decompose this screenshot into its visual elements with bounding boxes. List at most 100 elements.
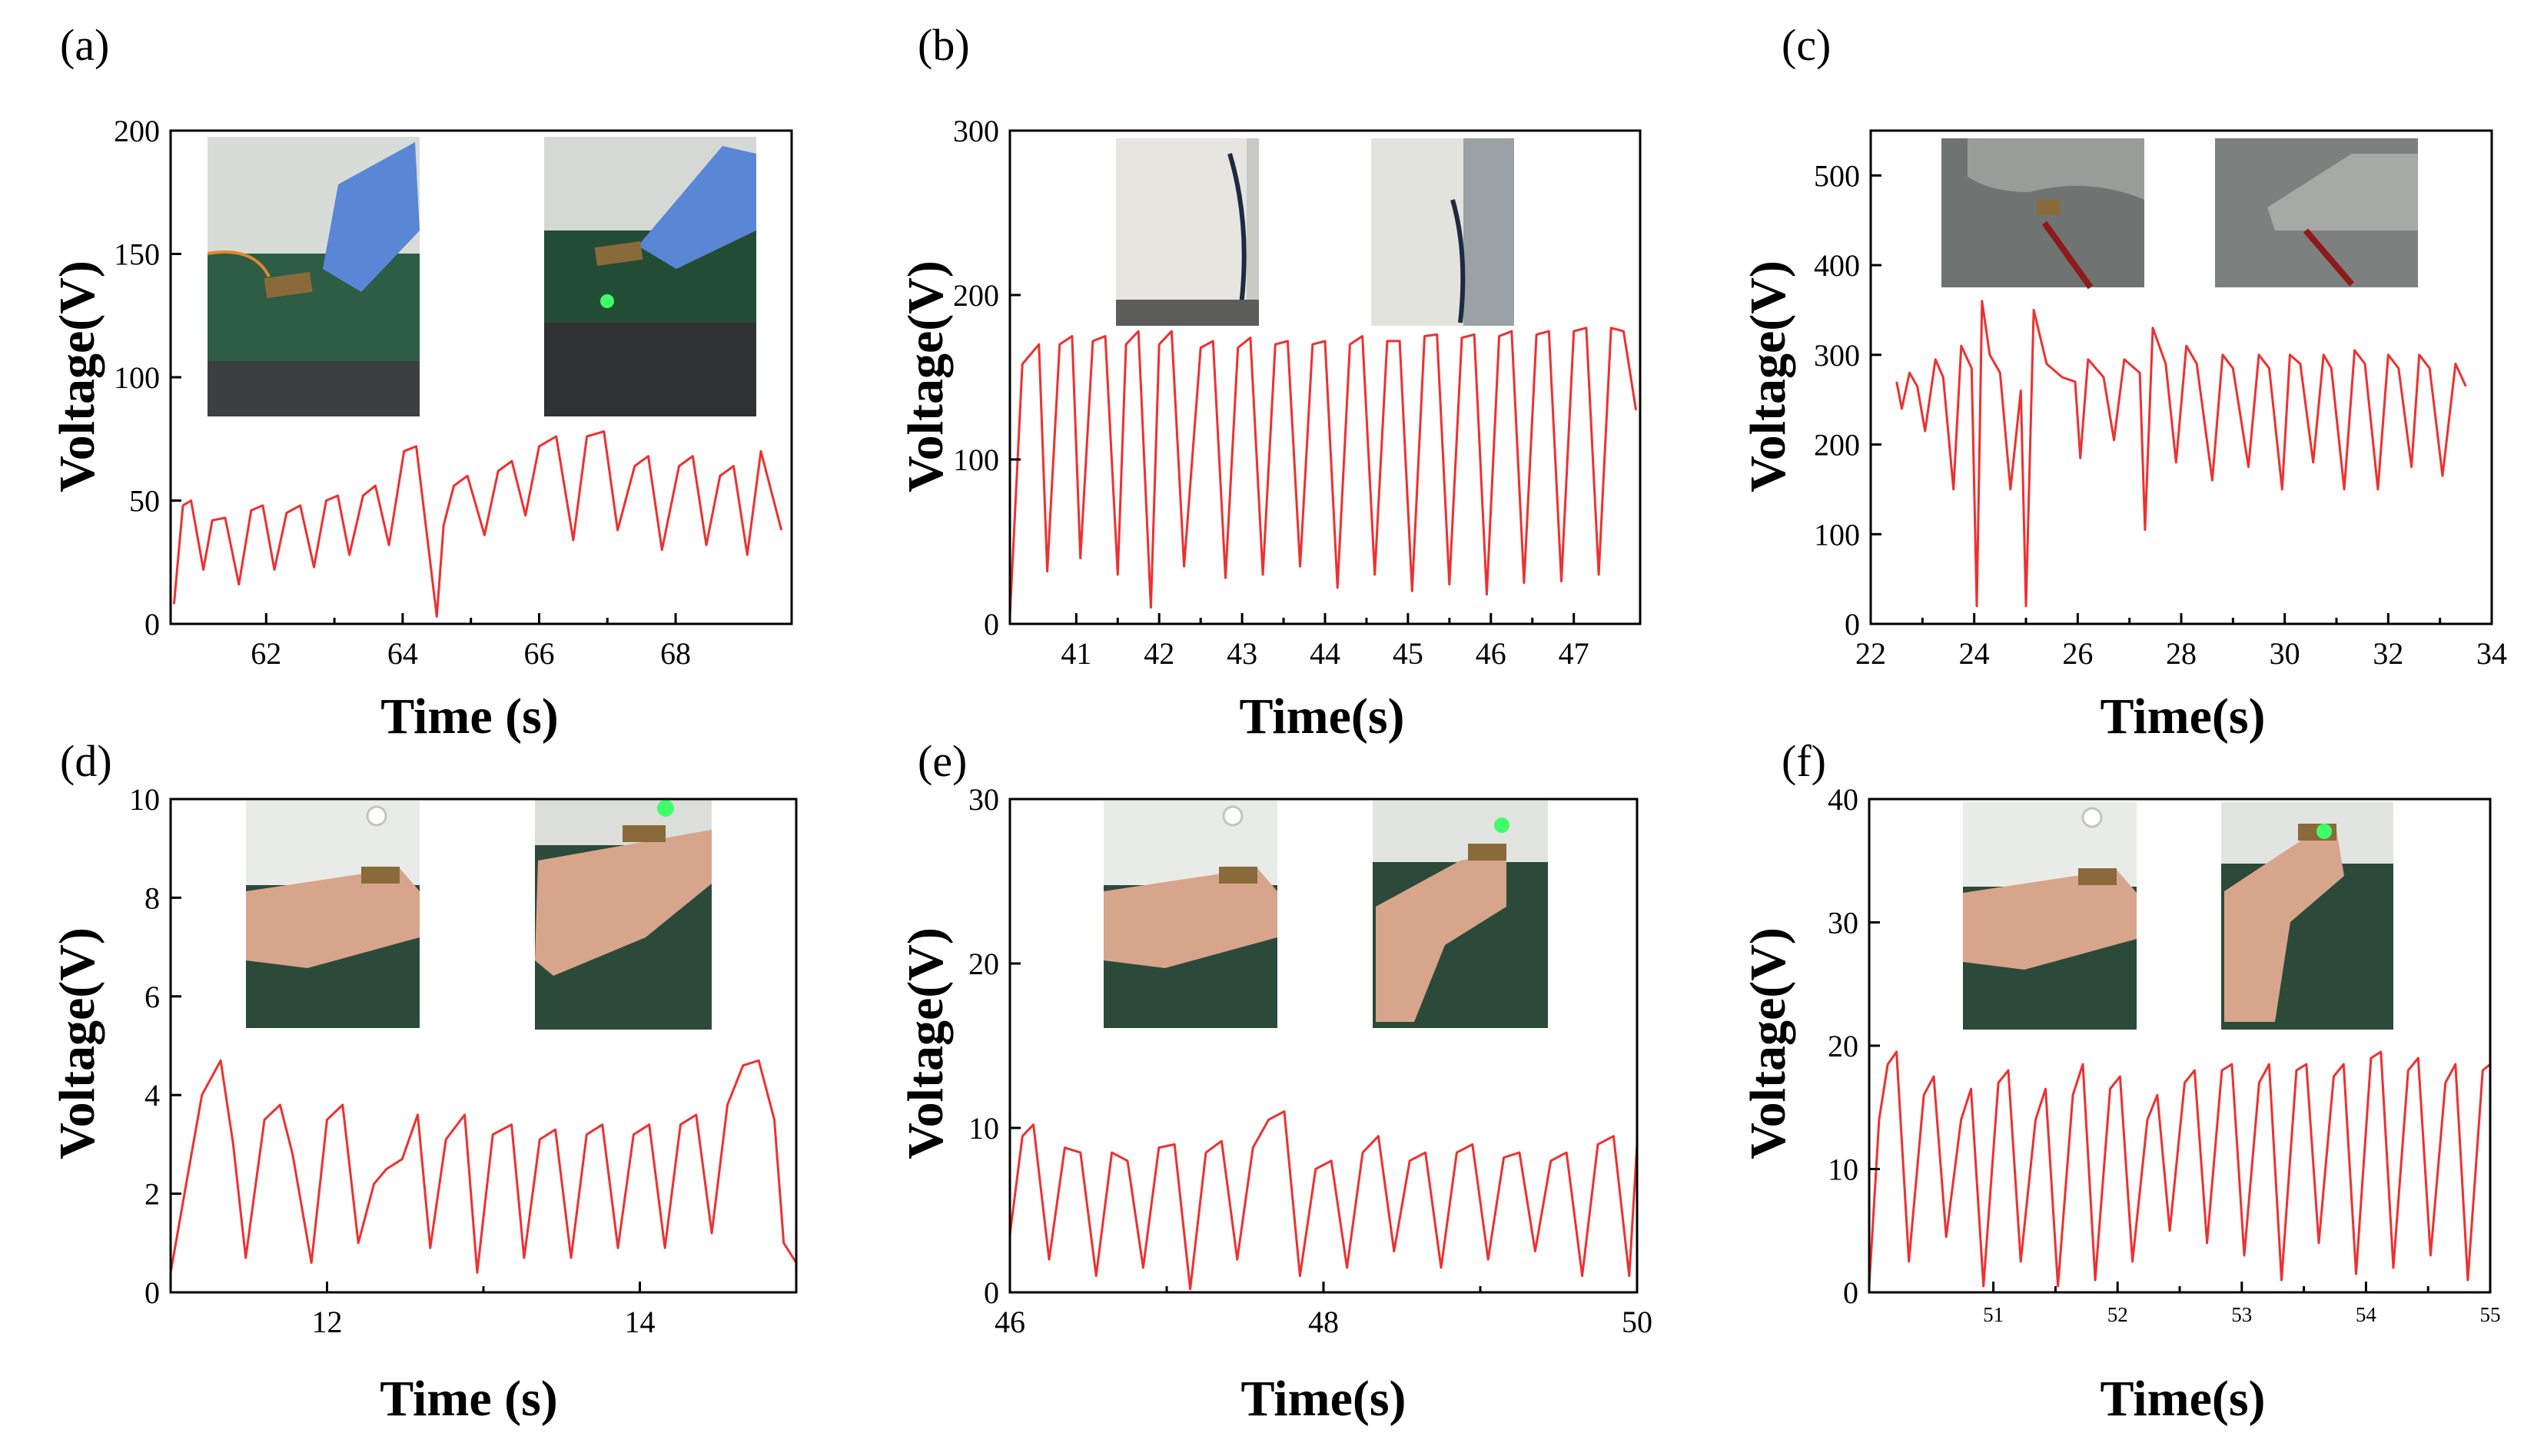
- y-tick-label: 0: [984, 607, 999, 642]
- y-tick-label: 50: [129, 484, 160, 519]
- voltage-trace-a: [172, 430, 783, 618]
- voltage-trace-d: [171, 1059, 796, 1274]
- x-tick-label: 42: [1144, 636, 1174, 671]
- inset-photo-shoe-stepping: [2215, 138, 2418, 287]
- x-tick-label: 46: [1476, 636, 1506, 671]
- y-axis-title-b: Voltage(V): [898, 260, 954, 493]
- y-tick-label: 100: [1814, 517, 1860, 552]
- x-tick-label: 43: [1227, 636, 1257, 671]
- y-tick-label: 4: [144, 1078, 160, 1113]
- y-tick-label: 2: [144, 1177, 160, 1212]
- x-tick-label: 22: [1855, 636, 1886, 671]
- x-axis-title-b: Time(s): [1239, 688, 1404, 745]
- y-tick-label: 10: [968, 1111, 999, 1146]
- inset-photo-shoe-lifted: [1941, 138, 2144, 290]
- plot-area-f: [1869, 1050, 2490, 1288]
- panel-label-f: (f): [1782, 736, 1826, 786]
- plot-area-a: [172, 430, 783, 618]
- voltage-trace-e: [1010, 1110, 1637, 1291]
- axes-frame-b: [1008, 129, 1642, 625]
- y-tick-label: 400: [1814, 248, 1860, 283]
- voltage-trace-f: [1869, 1050, 2490, 1288]
- axis-ticks-f: 51 52 53 54 55 0 10 20 30 40: [1828, 782, 2501, 1326]
- y-tick-label: 200: [114, 114, 160, 148]
- panel-a: (a) 62 64 66 68 0 50 100 150 200 Time (s) Voltag…: [49, 20, 793, 745]
- y-tick-label: 10: [129, 782, 160, 817]
- x-tick-label: 45: [1393, 636, 1423, 671]
- y-tick-label: 200: [953, 278, 999, 313]
- plot-area-d: [171, 1059, 796, 1274]
- y-axis-title-e: Voltage(V): [898, 927, 954, 1159]
- x-axis-title-a: Time (s): [380, 688, 559, 745]
- panel-label-e: (e): [918, 736, 967, 786]
- x-axis-title-f: Time(s): [2100, 1371, 2265, 1427]
- panel-e: (e) 46 48 50 0 10 20 30 Time(s) Voltage(V): [898, 736, 1652, 1427]
- panel-label-b: (b): [918, 20, 970, 70]
- plot-c: 22 24 26 28 30 32 34 0 100 200 300 400 500: [1814, 129, 2507, 671]
- y-tick-label: 200: [1814, 428, 1860, 463]
- x-tick-label: 46: [995, 1305, 1025, 1339]
- plot-area-e: [1010, 1110, 1637, 1291]
- x-tick-label: 50: [1622, 1305, 1652, 1339]
- panel-label-c: (c): [1782, 20, 1831, 70]
- x-tick-label: 41: [1061, 636, 1091, 671]
- inset-photo-wrist-curled-led: [1373, 801, 1548, 1028]
- axis-ticks-c: 22 24 26 28 30 32 34 0 100 200 300 400 500: [1814, 158, 2507, 671]
- y-axis-title-d: Voltage(V): [49, 927, 105, 1159]
- x-tick-label: 28: [2166, 636, 2197, 671]
- x-tick-label: 64: [387, 636, 418, 671]
- plot-d: 12 14 0 2 4 6 8 10: [129, 782, 798, 1339]
- inset-photo-wrist-curled-led-2: [2221, 802, 2393, 1030]
- plot-area-b: [1010, 327, 1638, 616]
- x-tick-label: 47: [1559, 636, 1589, 671]
- x-tick-label: 51: [1983, 1303, 2004, 1326]
- inset-photo-wrist-flat: [246, 801, 420, 1028]
- x-tick-label: 24: [1959, 636, 1990, 671]
- y-tick-label: 100: [114, 360, 160, 395]
- plot-a: 62 64 66 68 0 50 100 150 200: [114, 114, 793, 671]
- x-tick-label: 68: [660, 636, 691, 671]
- y-tick-label: 500: [1814, 158, 1860, 193]
- y-tick-label: 8: [144, 881, 160, 915]
- y-tick-label: 0: [1843, 1275, 1858, 1310]
- panel-label-d: (d): [60, 736, 112, 786]
- x-tick-label: 26: [2062, 636, 2093, 671]
- y-tick-label: 300: [953, 114, 999, 148]
- inset-photo-finger-press: [207, 137, 420, 416]
- y-tick-label: 30: [968, 782, 999, 817]
- y-tick-label: 300: [1814, 338, 1860, 373]
- axis-ticks-b: 41 42 43 44 45 46 47 0 100 200 300: [953, 114, 1589, 671]
- y-axis-title-c: Voltage(V): [1740, 260, 1796, 493]
- y-tick-label: 40: [1828, 782, 1858, 817]
- x-tick-label: 12: [312, 1305, 343, 1339]
- x-tick-label: 44: [1310, 636, 1340, 671]
- y-tick-label: 6: [144, 980, 160, 1014]
- axis-ticks-d: 12 14 0 2 4 6 8 10: [129, 782, 656, 1339]
- x-tick-label: 54: [2356, 1303, 2377, 1326]
- y-tick-label: 100: [953, 443, 999, 477]
- y-tick-label: 20: [968, 947, 999, 981]
- y-tick-label: 0: [984, 1275, 999, 1310]
- x-tick-label: 32: [2373, 636, 2403, 671]
- panel-label-a: (a): [60, 20, 109, 70]
- x-axis-title-e: Time(s): [1240, 1371, 1406, 1427]
- y-tick-label: 0: [1845, 607, 1860, 642]
- voltage-trace-c: [1895, 300, 2467, 608]
- y-axis-title-a: Voltage(V): [49, 260, 105, 493]
- x-tick-label: 55: [2480, 1303, 2501, 1326]
- y-tick-label: 0: [144, 1275, 160, 1310]
- x-axis-title-d: Time (s): [380, 1371, 558, 1427]
- x-tick-label: 66: [523, 636, 554, 671]
- plot-e: 46 48 50 0 10 20 30: [968, 782, 1652, 1339]
- x-tick-label: 62: [251, 636, 281, 671]
- voltage-trace-b: [1010, 327, 1638, 616]
- panel-d: (d) 12 14 0 2 4 6 8 10 Time (s) Voltage(V): [49, 736, 798, 1427]
- x-axis-title-c: Time(s): [2100, 688, 2265, 745]
- x-tick-label: 48: [1308, 1305, 1339, 1339]
- y-tick-label: 0: [144, 607, 160, 642]
- panel-f: (f) 51 52 53 54 55 0 10 20 30 40 Time(s) Voltage(…: [1740, 736, 2501, 1427]
- inset-photo-wrist-flat-3: [1963, 802, 2137, 1030]
- inset-photo-arm-swing-1: [1116, 138, 1259, 326]
- plot-area-c: [1895, 300, 2467, 608]
